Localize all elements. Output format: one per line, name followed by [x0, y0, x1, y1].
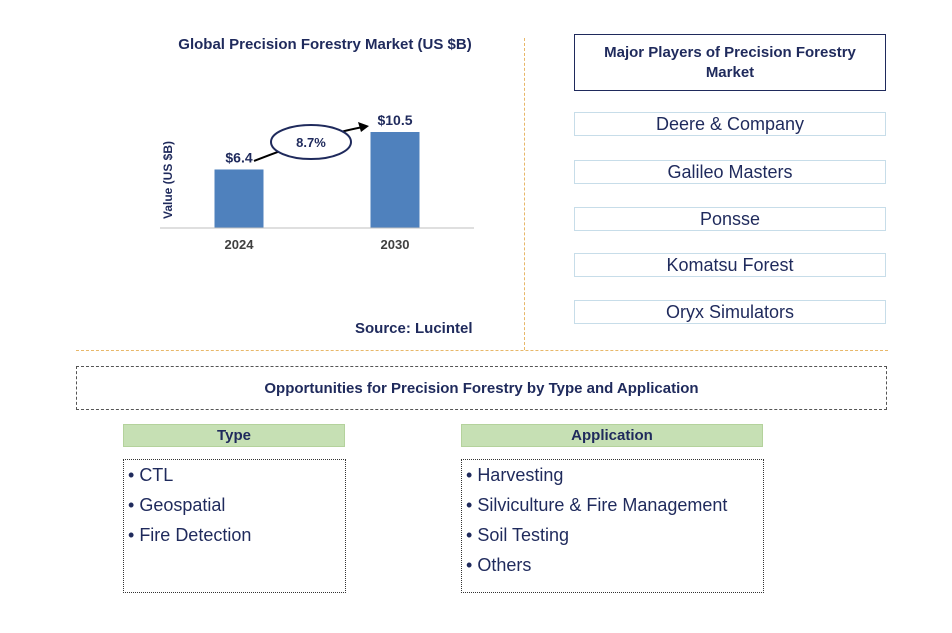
bar-2030 [370, 132, 420, 228]
type-item: • Fire Detection [128, 525, 252, 545]
application-item: • Silviculture & Fire Management [466, 495, 728, 515]
y-axis-label: Value (US $B) [161, 141, 175, 219]
x-ticks-group: 2024 2030 [225, 237, 410, 252]
value-label: $10.5 [377, 112, 412, 128]
application-item-label: Others [477, 555, 532, 575]
player-item: Deere & Company [574, 112, 886, 136]
application-item-label: Silviculture & Fire Management [477, 495, 728, 515]
application-item: • Others [466, 555, 532, 575]
cagr-ellipse [270, 124, 352, 160]
application-item: • Harvesting [466, 465, 564, 485]
bar-chart: Value (US $B) 2024 2030 $6.4 $10.5 8.7% [160, 112, 474, 252]
application-heading: Application [461, 424, 763, 447]
application-list: • Harvesting • Silviculture & Fire Manag… [461, 459, 764, 593]
type-list: • CTL • Geospatial • Fire Detection [123, 459, 346, 593]
application-item-label: Soil Testing [477, 525, 570, 545]
horizontal-divider [76, 350, 888, 351]
type-item: • CTL [128, 465, 174, 485]
type-heading: Type [123, 424, 345, 447]
opportunities-title: Opportunities for Precision Forestry by … [76, 366, 887, 410]
source-label: Source: Lucintel [355, 320, 473, 337]
cagr-annotation: 8.7% [253, 122, 369, 162]
value-label: $6.4 [225, 149, 252, 165]
players-title: Major Players of Precision Forestry Mark… [574, 34, 886, 91]
cagr-label: 8.7% [296, 135, 326, 150]
application-item-label: Harvesting [477, 465, 564, 485]
chart-title: Global Precision Forestry Market (US $B) [178, 36, 472, 53]
bars-group [214, 132, 420, 228]
value-labels-group: $6.4 $10.5 [225, 112, 412, 165]
cagr-arrow-head [358, 122, 369, 132]
type-item-label: Geospatial [139, 495, 226, 515]
type-item-label: Fire Detection [139, 525, 252, 545]
player-item: Galileo Masters [574, 160, 886, 184]
bar-2024 [214, 169, 264, 228]
vertical-divider [524, 38, 525, 350]
player-item: Oryx Simulators [574, 300, 886, 324]
application-item: • Soil Testing [466, 525, 570, 545]
player-item: Komatsu Forest [574, 253, 886, 277]
player-item: Ponsse [574, 207, 886, 231]
x-tick-label: 2030 [381, 237, 410, 252]
x-tick-label: 2024 [225, 237, 255, 252]
type-item-label: CTL [139, 465, 174, 485]
type-item: • Geospatial [128, 495, 226, 515]
